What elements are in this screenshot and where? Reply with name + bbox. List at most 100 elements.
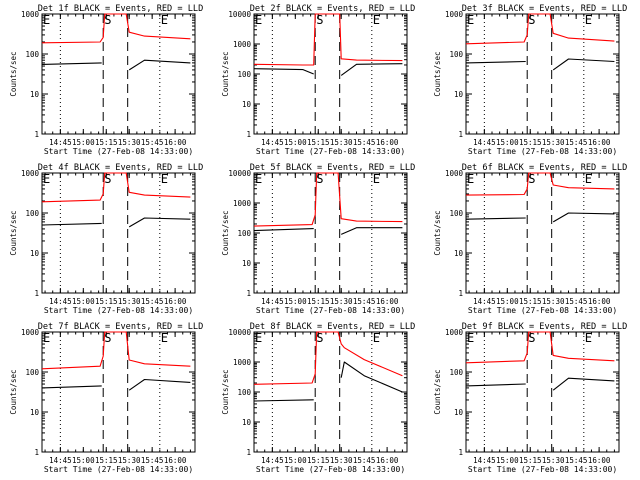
y-tick-label: 10 (454, 249, 464, 258)
lld-series-line (253, 172, 403, 227)
x-tick-label: 16:00 (164, 456, 187, 465)
x-tick-label: 15:00 (496, 297, 519, 306)
x-tick-label: 15:30 (118, 297, 141, 306)
x-tick-label: 14:45 (49, 297, 72, 306)
y-axis-label: Counts/sec (221, 369, 230, 414)
x-tick-label: 15:30 (330, 297, 353, 306)
detector-panel: Det 1f BLACK = Events, RED = LLD 1 10 100 10… (9, 4, 203, 156)
y-tick-label: 1 (34, 448, 39, 457)
event-marker-label: E (585, 13, 592, 27)
y-tick-label: 1 (458, 289, 463, 298)
detector-panel: Det 2f BLACK = Events, RED = LLD 1 10 100 10… (221, 4, 415, 156)
event-marker-label: E (43, 331, 50, 345)
x-tick-label: 15:00 (72, 456, 95, 465)
events-series-line (253, 399, 314, 402)
y-axis-label: Counts/sec (9, 51, 18, 96)
events-series-line (128, 378, 191, 391)
detector-panel: Det 6f BLACK = Events, RED = LLD 1 10 100 10… (433, 163, 627, 315)
panel-title: Det 4f BLACK = Events, RED = LLD (38, 163, 204, 173)
detector-panel: Det 3f BLACK = Events, RED = LLD 1 10 100 10… (433, 4, 627, 156)
y-tick-label: 1000 (233, 40, 252, 49)
event-marker-label: E (373, 331, 380, 345)
events-series-line (552, 58, 615, 71)
panel-title: Det 8f BLACK = Events, RED = LLD (250, 322, 416, 332)
events-series-line (128, 59, 191, 71)
x-tick-label: 15:15 (519, 456, 542, 465)
y-axis-label: Counts/sec (221, 210, 230, 255)
y-axis-label: Counts/sec (221, 51, 230, 96)
detector-panel: Det 9f BLACK = Events, RED = LLD 1 10 100 10… (433, 322, 627, 474)
event-marker-label: E (43, 13, 50, 27)
event-marker-label: E (161, 172, 168, 186)
x-tick-label: 14:45 (473, 456, 496, 465)
events-series-line (465, 217, 526, 220)
y-tick-label: 1000 (21, 10, 40, 19)
event-marker-label: E (255, 13, 262, 27)
plot-frame (41, 172, 196, 294)
x-tick-label: 16:00 (588, 297, 611, 306)
y-axis-label: Counts/sec (433, 210, 442, 255)
y-tick-label: 1 (246, 448, 251, 457)
y-tick-label: 10 (242, 100, 252, 109)
panel-title: Det 1f BLACK = Events, RED = LLD (38, 4, 204, 14)
y-tick-label: 1 (34, 130, 39, 139)
events-series-line (128, 217, 191, 228)
event-marker-label: S (316, 13, 323, 27)
y-tick-label: 1000 (233, 199, 252, 208)
event-marker-label: E (585, 331, 592, 345)
y-tick-label: 10 (242, 259, 252, 268)
x-tick-label: 15:00 (496, 456, 519, 465)
y-tick-label: 1 (458, 130, 463, 139)
detector-panel: Det 4f BLACK = Events, RED = LLD 1 10 100 10… (9, 163, 203, 315)
event-marker-label: E (467, 172, 474, 186)
event-marker-label: S (316, 331, 323, 345)
x-axis-label: Start Time (27-Feb-08 14:33:00) (44, 465, 193, 474)
y-tick-label: 1 (34, 289, 39, 298)
x-tick-label: 15:15 (307, 297, 330, 306)
x-tick-label: 15:45 (353, 138, 376, 147)
x-axis-label: Start Time (27-Feb-08 14:33:00) (44, 147, 193, 156)
x-tick-label: 15:15 (307, 456, 330, 465)
y-tick-label: 100 (25, 368, 39, 377)
x-tick-label: 16:00 (164, 138, 187, 147)
x-tick-label: 15:15 (307, 138, 330, 147)
event-marker-label: E (43, 172, 50, 186)
x-tick-label: 15:45 (353, 456, 376, 465)
x-axis-label: Start Time (27-Feb-08 14:33:00) (44, 306, 193, 315)
x-tick-label: 14:45 (473, 297, 496, 306)
events-series-line (465, 383, 526, 387)
x-tick-label: 15:30 (542, 297, 565, 306)
event-marker-label: E (255, 331, 262, 345)
x-tick-label: 15:00 (72, 138, 95, 147)
event-marker-label: E (161, 13, 168, 27)
y-tick-label: 10 (242, 418, 252, 427)
x-axis-label: Start Time (27-Feb-08 14:33:00) (468, 306, 617, 315)
plot-frame (253, 13, 408, 135)
events-series-line (340, 227, 403, 235)
event-marker-label: S (104, 331, 111, 345)
x-tick-label: 15:45 (565, 138, 588, 147)
event-marker-label: S (104, 172, 111, 186)
y-axis-label: Counts/sec (9, 369, 18, 414)
y-tick-label: 1 (246, 289, 251, 298)
x-tick-label: 14:45 (49, 138, 72, 147)
x-tick-label: 16:00 (376, 297, 399, 306)
x-axis-label: Start Time (27-Feb-08 14:33:00) (468, 465, 617, 474)
y-tick-label: 1000 (445, 169, 464, 178)
plot-frame (41, 13, 196, 135)
x-tick-label: 15:45 (565, 456, 588, 465)
y-tick-label: 1000 (21, 328, 40, 337)
x-tick-label: 14:45 (261, 297, 284, 306)
y-tick-label: 10 (454, 408, 464, 417)
event-marker-label: S (528, 331, 535, 345)
event-marker-label: E (467, 331, 474, 345)
x-tick-label: 15:30 (118, 456, 141, 465)
detector-panel: Det 8f BLACK = Events, RED = LLD 1 10 100 10… (221, 322, 415, 474)
events-series-line (41, 385, 102, 389)
x-tick-label: 16:00 (376, 456, 399, 465)
y-tick-label: 10 (30, 249, 40, 258)
x-tick-label: 14:45 (49, 456, 72, 465)
event-marker-label: E (373, 13, 380, 27)
y-tick-label: 10000 (228, 10, 251, 19)
